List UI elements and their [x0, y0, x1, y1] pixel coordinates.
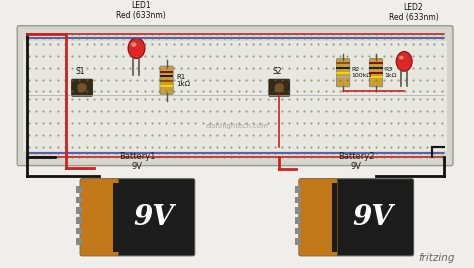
FancyBboxPatch shape — [369, 59, 383, 87]
Text: fritzing: fritzing — [419, 253, 455, 263]
Bar — [23, 31, 447, 160]
Bar — [295, 238, 301, 244]
Text: S2: S2 — [273, 68, 282, 76]
Text: 9V: 9V — [134, 204, 174, 231]
Bar — [295, 186, 301, 193]
Bar — [21, 29, 449, 41]
Bar — [76, 217, 82, 224]
Text: LED2
Red (633nm): LED2 Red (633nm) — [389, 3, 438, 22]
Text: R3
1kΩ: R3 1kΩ — [384, 67, 397, 78]
FancyBboxPatch shape — [80, 179, 195, 256]
Text: S1: S1 — [75, 68, 85, 76]
Ellipse shape — [399, 56, 404, 59]
Ellipse shape — [396, 51, 412, 71]
Text: 9V: 9V — [353, 204, 393, 231]
Bar — [76, 186, 82, 193]
Text: Battery2
9V: Battery2 9V — [338, 152, 374, 171]
Text: elonhightech.com: elonhightech.com — [206, 123, 268, 129]
Bar — [295, 217, 301, 224]
FancyBboxPatch shape — [80, 179, 118, 256]
FancyBboxPatch shape — [337, 59, 350, 87]
Bar — [295, 197, 301, 203]
FancyBboxPatch shape — [72, 79, 92, 96]
FancyBboxPatch shape — [17, 26, 453, 166]
FancyBboxPatch shape — [299, 179, 413, 256]
Circle shape — [274, 83, 284, 92]
Bar — [113, 183, 118, 252]
Bar — [76, 228, 82, 234]
Text: R2
100kΩ: R2 100kΩ — [352, 67, 372, 78]
Bar — [295, 228, 301, 234]
Bar — [295, 207, 301, 214]
Bar — [76, 238, 82, 244]
FancyBboxPatch shape — [299, 179, 337, 256]
Bar — [76, 207, 82, 214]
Ellipse shape — [128, 38, 145, 59]
FancyBboxPatch shape — [160, 66, 173, 94]
Bar — [332, 183, 337, 252]
FancyBboxPatch shape — [269, 79, 290, 96]
Bar — [76, 197, 82, 203]
Text: R1
1kΩ: R1 1kΩ — [176, 74, 190, 87]
Text: Battery1
9V: Battery1 9V — [119, 152, 155, 171]
Bar — [21, 151, 449, 162]
Text: LED1
Red (633nm): LED1 Red (633nm) — [116, 1, 166, 20]
Circle shape — [77, 83, 87, 92]
Ellipse shape — [131, 42, 137, 47]
